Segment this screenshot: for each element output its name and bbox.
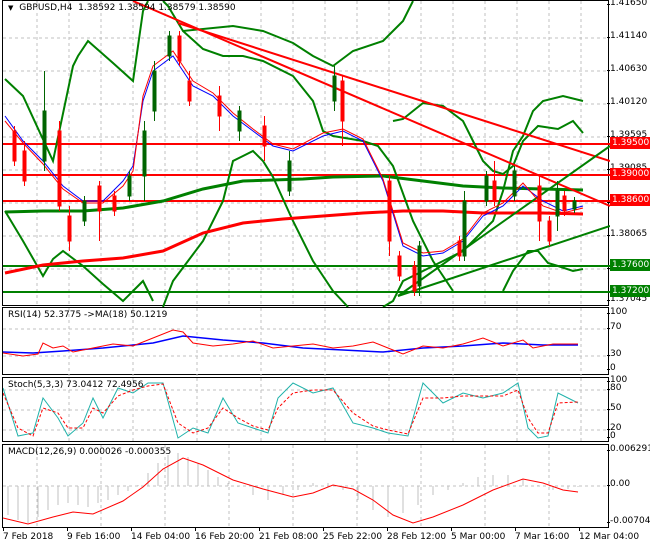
stoch-d-line: [3, 383, 579, 437]
level-badge-support: 1.37200: [610, 285, 650, 297]
macd-label: MACD(12,26,9) 0.000026 -0.000355: [8, 447, 172, 457]
stoch-k-line: [3, 382, 579, 439]
macd-tick: 0.00: [606, 479, 631, 489]
stoch-label: Stoch(5,3,3) 73.0412 72.4956: [8, 380, 144, 390]
macd-svg: [3, 445, 610, 529]
time-label: 7 Feb 2018: [3, 532, 54, 542]
ema-red: [4, 50, 584, 254]
symbol-timeframe: GBPUSD,H4: [19, 3, 73, 13]
trendlines: [132, 1, 610, 297]
macd-tick: 0.006291: [607, 444, 650, 454]
rsi-tick: 70: [606, 322, 622, 332]
rsi-axis: 100 70 30 0: [606, 307, 650, 375]
time-label: 12 Mar 04:00: [579, 532, 640, 542]
stoch-tick: 80: [606, 383, 622, 393]
stoch-tick: 20: [606, 423, 622, 433]
rsi-line: [3, 329, 578, 357]
time-label: 7 Mar 16:00: [515, 532, 570, 542]
price-tick: 1.39595: [606, 130, 648, 140]
rsi-tick: 100: [606, 307, 628, 317]
rsi-tick: 0: [607, 363, 616, 373]
time-label: 16 Feb 20:00: [195, 532, 255, 542]
macd-pane[interactable]: MACD(12,26,9) 0.000026 -0.000355: [2, 444, 610, 529]
grid: [3, 1, 610, 307]
price-tick: 1.41650: [606, 0, 648, 8]
price-chart-svg: [3, 1, 610, 307]
macd-axis: 0.006291 0.00 -0.007046: [606, 444, 650, 528]
stoch-tick: 50: [606, 403, 622, 413]
moving-average-red: [4, 209, 584, 275]
rsi-svg: [3, 308, 610, 376]
time-label: 5 Mar 00:00: [451, 532, 506, 542]
chart-header: ▼ GBPUSD,H4 1.38592 1.38594 1.38579 1.38…: [8, 3, 236, 13]
stoch-axis: 100 80 50 20 0: [606, 375, 650, 442]
price-tick: 1.40120: [606, 97, 648, 107]
ema-blue: [4, 55, 584, 257]
time-label: 14 Feb 04:00: [131, 532, 191, 542]
level-badge-support: 1.37600: [610, 259, 650, 271]
rsi-ma-line: [3, 335, 578, 354]
time-label: 9 Feb 16:00: [67, 532, 121, 542]
moving-average-green: [4, 174, 584, 214]
rsi-tick: 30: [606, 349, 622, 359]
price-tick: 1.41140: [606, 31, 648, 41]
level-badge-resistance: 1.39500: [610, 137, 650, 149]
price-pane[interactable]: ▼ GBPUSD,H4 1.38592 1.38594 1.38579 1.38…: [2, 0, 610, 307]
time-label: 21 Feb 08:00: [259, 532, 319, 542]
macd-tick: -0.007046: [606, 516, 650, 526]
price-tick: 1.37045: [606, 294, 648, 304]
time-label: 25 Feb 22:00: [323, 532, 383, 542]
candlesticks: [12, 31, 577, 296]
stoch-pane[interactable]: Stoch(5,3,3) 73.0412 72.4956: [2, 377, 610, 443]
stoch-tick: 0: [607, 431, 616, 441]
bollinger-bands: [4, 1, 584, 307]
rsi-pane[interactable]: RSI(14) 52.3775 ->MA(18) 50.1219: [2, 307, 610, 376]
price-tick: 1.38065: [606, 229, 648, 239]
ohlc-values: 1.38592 1.38594 1.38579 1.38590: [78, 3, 236, 13]
macd-signal-line: [3, 457, 579, 525]
price-tick: 1.40630: [606, 64, 648, 74]
level-badge-resistance: 1.38600: [610, 194, 650, 206]
time-label: 28 Feb 12:00: [387, 532, 447, 542]
triangle-down-icon[interactable]: ▼: [8, 4, 14, 12]
macd-histogram: [7, 453, 579, 523]
stoch-svg: [3, 378, 610, 443]
stoch-tick: 100: [606, 375, 628, 385]
level-badge-resistance: 1.39000: [610, 168, 650, 180]
rsi-label: RSI(14) 52.3775 ->MA(18) 50.1219: [8, 310, 168, 320]
